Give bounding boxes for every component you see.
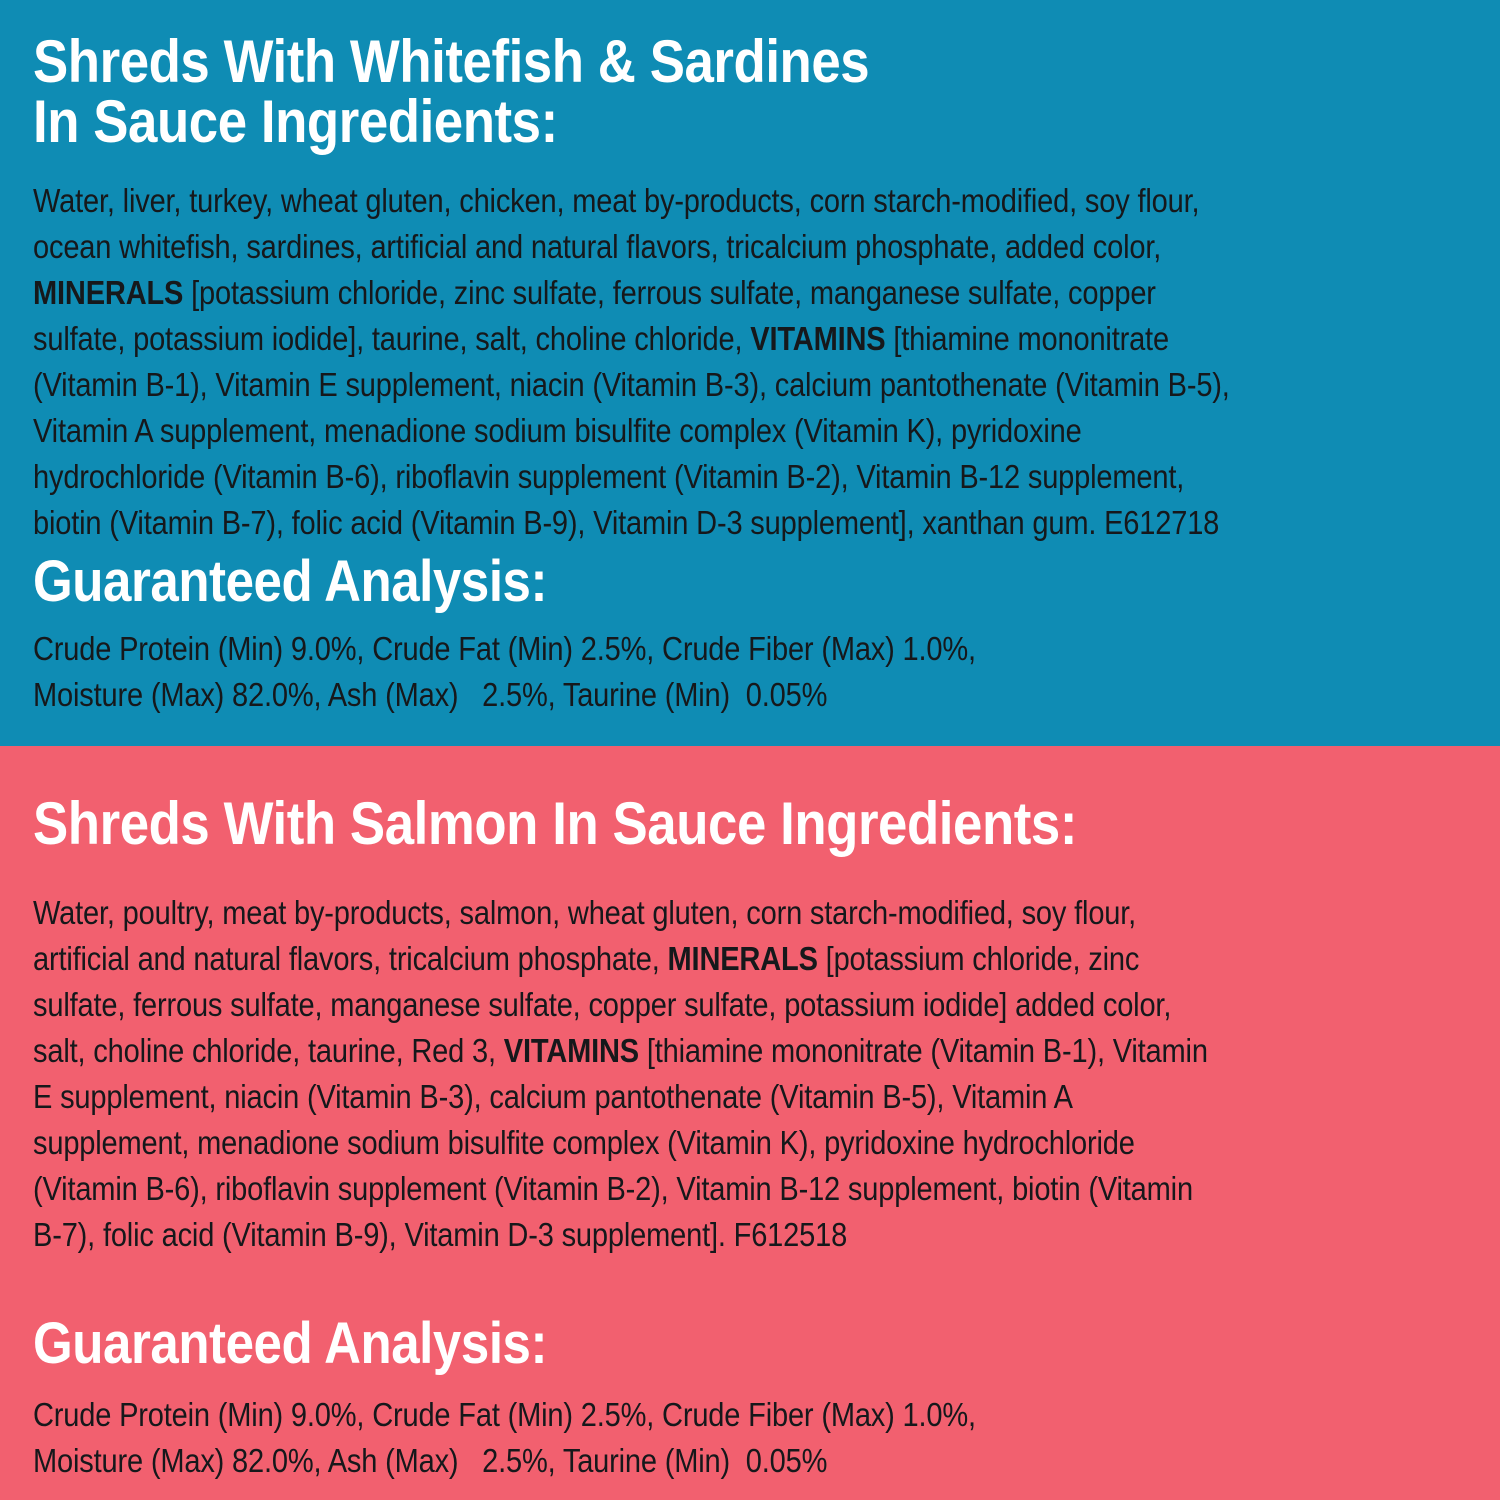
text-line: ocean whitefish, sardines, artificial an…: [33, 228, 1162, 265]
text-line: sulfate, potassium iodide], taurine, sal…: [33, 320, 1169, 357]
text-line: (Vitamin B-6), riboflavin supplement (Vi…: [33, 1170, 1193, 1207]
text-line: (Vitamin B-1), Vitamin E supplement, nia…: [33, 366, 1230, 403]
text-line: In Sauce Ingredients:: [33, 88, 558, 155]
section-whitefish-sardines: Shreds With Whitefish & Sardines In Sauce…: [0, 0, 1500, 746]
guaranteed-analysis-values-whitefish-sardines: Crude Protein (Min) 9.0%, Crude Fat (Min…: [33, 626, 1467, 718]
text-line: Shreds With Salmon In Sauce Ingredients:: [33, 790, 1077, 857]
guaranteed-analysis-title-whitefish-sardines: Guaranteed Analysis:: [33, 549, 548, 614]
guaranteed-analysis-values-salmon: Crude Protein (Min) 9.0%, Crude Fat (Min…: [33, 1392, 1467, 1484]
text-line: Water, liver, turkey, wheat gluten, chic…: [33, 182, 1200, 219]
text-line: artificial and natural flavors, tricalci…: [33, 940, 1140, 977]
text-line: Crude Protein (Min) 9.0%, Crude Fat (Min…: [33, 1396, 976, 1433]
text-line: salt, choline chloride, taurine, Red 3, …: [33, 1032, 1208, 1069]
text-line: Moisture (Max) 82.0%, Ash (Max) 2.5%, Ta…: [33, 676, 828, 713]
text-line: Vitamin A supplement, menadione sodium b…: [33, 412, 1082, 449]
text-line: Crude Protein (Min) 9.0%, Crude Fat (Min…: [33, 630, 976, 667]
section-title-salmon: Shreds With Salmon In Sauce Ingredients:: [33, 746, 1467, 854]
text-line: supplement, menadione sodium bisulfite c…: [33, 1124, 1135, 1161]
text-line: hydrochloride (Vitamin B-6), riboflavin …: [33, 458, 1185, 495]
ingredients-text-salmon: Water, poultry, meat by-products, salmon…: [33, 890, 1467, 1258]
section-salmon: Shreds With Salmon In Sauce Ingredients:…: [0, 746, 1500, 1500]
ingredients-text-whitefish-sardines: Water, liver, turkey, wheat gluten, chic…: [33, 178, 1467, 546]
text-line: sulfate, ferrous sulfate, manganese sulf…: [33, 986, 1172, 1023]
guaranteed-analysis-title-salmon: Guaranteed Analysis:: [33, 1311, 548, 1376]
text-line: MINERALS [potassium chloride, zinc sulfa…: [33, 274, 1156, 311]
text-line: biotin (Vitamin B-7), folic acid (Vitami…: [33, 504, 1220, 541]
text-line: Shreds With Whitefish & Sardines: [33, 28, 870, 95]
text-line: Moisture (Max) 82.0%, Ash (Max) 2.5%, Ta…: [33, 1442, 828, 1479]
text-line: Water, poultry, meat by-products, salmon…: [33, 894, 1137, 931]
section-title-whitefish-sardines: Shreds With Whitefish & Sardines In Sauce…: [33, 0, 1467, 152]
text-line: E supplement, niacin (Vitamin B-3), calc…: [33, 1078, 1073, 1115]
text-line: B-7), folic acid (Vitamin B-9), Vitamin …: [33, 1216, 848, 1253]
